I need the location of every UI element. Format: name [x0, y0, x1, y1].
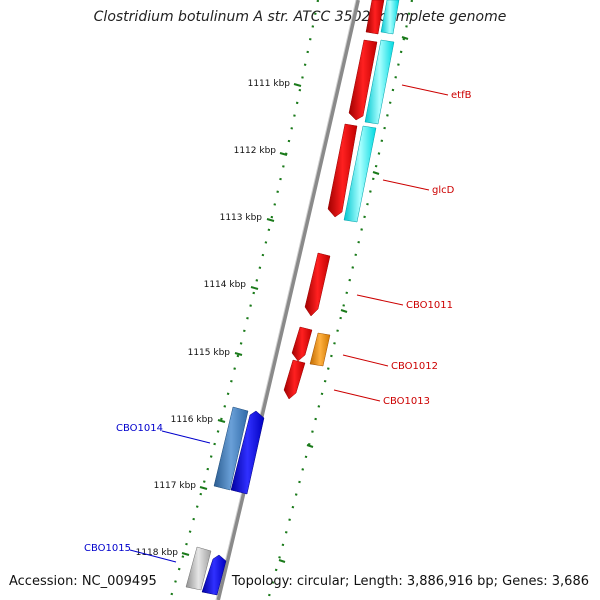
tick-mark-1116: [217, 419, 226, 423]
tick-label-1113: 1113 kbp: [220, 213, 263, 223]
label-glcD[interactable]: glcD: [432, 185, 455, 196]
leader-CBO1014: [161, 430, 211, 444]
gene-CBO1013[interactable]: [283, 359, 306, 400]
gene-CBO1015[interactable]: [185, 546, 212, 591]
label-CBO1015[interactable]: CBO1015: [84, 543, 131, 554]
tick-mark-1114: [250, 286, 259, 290]
leader-glcD: [382, 179, 430, 191]
leader-etfB: [401, 84, 449, 96]
tick-label-1114: 1114 kbp: [204, 280, 247, 290]
map-title: Clostridium botulinum A str. ATCC 3502, …: [93, 9, 507, 25]
tick-mark-1112: [279, 152, 288, 156]
tick-track-left: [168, 0, 320, 600]
gene-blue-1015[interactable]: [201, 554, 227, 596]
accession-text: Accession: NC_009495: [9, 574, 157, 589]
leader-CBO1012: [342, 354, 389, 367]
tick-label-1116: 1116 kbp: [171, 415, 214, 425]
tick-mark-1115: [234, 352, 243, 356]
gene-red-top[interactable]: [365, 0, 385, 35]
gene-cyan-top[interactable]: [380, 0, 400, 35]
gene-cyan-2[interactable]: [343, 125, 377, 223]
gene-etfB[interactable]: [348, 39, 378, 121]
label-CBO1014[interactable]: CBO1014: [116, 423, 163, 434]
gene-features: [185, 0, 400, 596]
genome-backbone: [216, 0, 360, 600]
gene-labels: etfB glcD CBO1011 CBO1012 CBO1013 CBO101…: [84, 84, 472, 563]
tick-label-1112: 1112 kbp: [234, 146, 277, 156]
gene-CBO1011[interactable]: [304, 252, 331, 317]
leader-CBO1011: [356, 294, 404, 306]
genome-backbone-highlight: [215, 0, 357, 600]
tick-mark-1111: [293, 83, 302, 87]
kbp-ticks: 1111 kbp 1112 kbp 1113 kbp 1114 kbp 1115…: [136, 79, 302, 558]
tick-label-1111: 1111 kbp: [248, 79, 291, 89]
gene-CBO1014[interactable]: [213, 406, 249, 491]
tick-label-1117: 1117 kbp: [154, 481, 197, 491]
tick-label-1118: 1118 kbp: [136, 548, 179, 558]
gene-CBO1012[interactable]: [309, 332, 331, 367]
gene-cyan-1[interactable]: [364, 39, 395, 125]
tick-mark-1118: [181, 552, 190, 556]
gene-blue-1014[interactable]: [230, 410, 265, 495]
gene-glcD[interactable]: [327, 123, 358, 218]
tick-mark-1117: [199, 486, 208, 490]
leader-CBO1013: [333, 389, 381, 402]
tick-mark-1113: [266, 218, 275, 222]
leader-CBO1015: [129, 549, 177, 563]
label-CBO1013[interactable]: CBO1013: [383, 396, 430, 407]
label-CBO1012[interactable]: CBO1012: [391, 361, 438, 372]
genome-summary-text: Topology: circular; Length: 3,886,916 bp…: [231, 574, 589, 589]
gene-red-1012[interactable]: [291, 326, 313, 362]
label-CBO1011[interactable]: CBO1011: [406, 300, 453, 311]
label-etfB[interactable]: etfB: [451, 90, 472, 101]
tick-label-1115: 1115 kbp: [188, 348, 231, 358]
right-track-dashes: [278, 36, 409, 563]
